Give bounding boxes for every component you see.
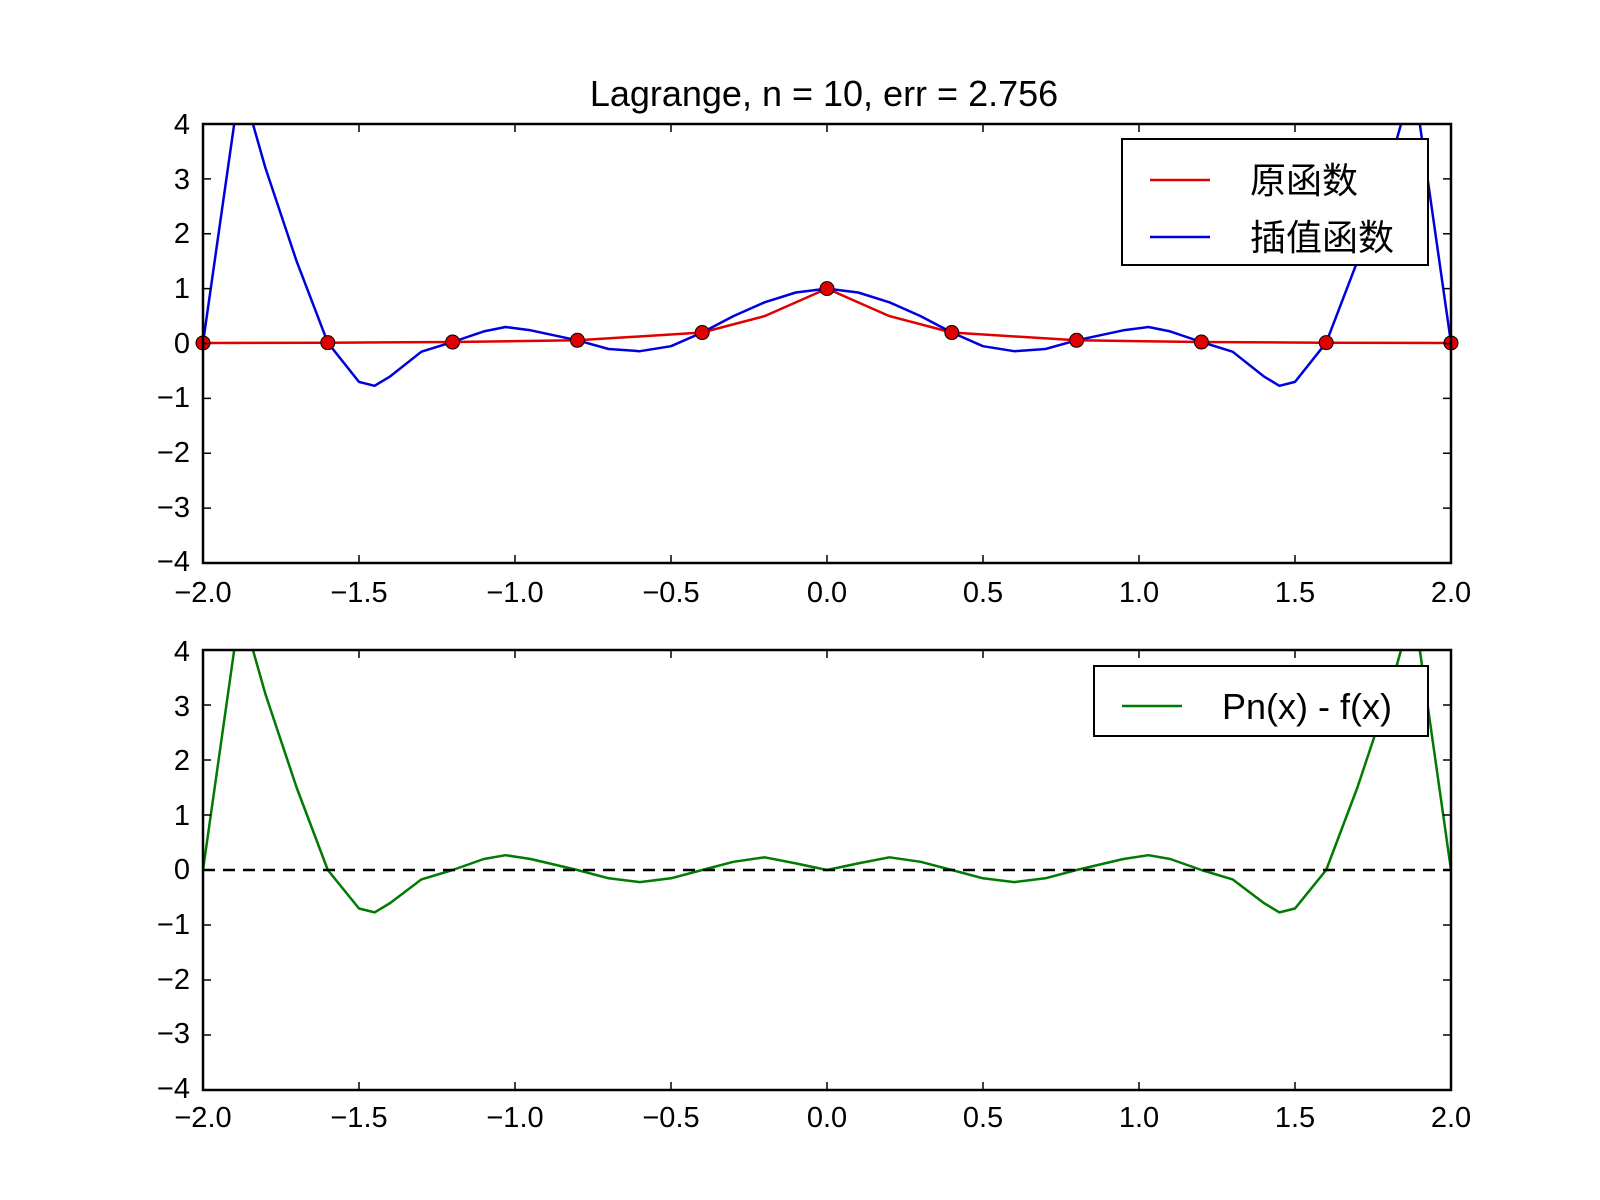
data-point: [320, 335, 336, 351]
xtick-label: −1.0: [486, 1102, 543, 1134]
xtick-label: 1.5: [1275, 1102, 1315, 1134]
ytick-label: 0: [174, 328, 190, 360]
plot-top: Lagrange, n = 10, err = 2.756 −2.0 −1.5 …: [157, 73, 1471, 609]
xtick-label: 0.5: [963, 1102, 1003, 1134]
ytick-label: −1: [157, 909, 190, 941]
legend-label-error: Pn(x) - f(x): [1222, 686, 1392, 727]
ytick-label: 4: [174, 109, 190, 141]
ytick-label: −4: [157, 1073, 190, 1105]
ytick-label: −4: [157, 546, 190, 578]
plot-top-legend: 原函数 插值函数: [1121, 138, 1429, 266]
ytick-label: 3: [174, 691, 190, 723]
ytick-label: 2: [174, 745, 190, 777]
legend-box: [1093, 665, 1429, 737]
ytick-label: 1: [174, 273, 190, 305]
ytick-label: 2: [174, 218, 190, 250]
data-point: [694, 325, 710, 341]
data-point: [1193, 334, 1209, 350]
xtick-label: −2.0: [174, 1102, 231, 1134]
xtick-label: 2.0: [1431, 577, 1471, 609]
data-point: [819, 281, 835, 297]
plot-bottom: −2.0 −1.5 −1.0 −0.5 0.0 0.5 1.0 1.5 2.0 …: [157, 636, 1471, 1134]
data-point: [569, 332, 585, 348]
plot-top-marks: [195, 122, 1459, 565]
xtick-label: 1.0: [1119, 577, 1159, 609]
plot-bottom-legend: Pn(x) - f(x): [1093, 665, 1429, 737]
plot-top-xtick-labels: −2.0 −1.5 −1.0 −0.5 0.0 0.5 1.0 1.5 2.0: [174, 577, 1471, 609]
data-point: [1069, 332, 1085, 348]
xtick-label: 1.5: [1275, 577, 1315, 609]
ytick-label: −2: [157, 964, 190, 996]
plot-bottom-series: [203, 650, 1451, 914]
xtick-label: 0.0: [807, 577, 847, 609]
xtick-label: −0.5: [642, 577, 699, 609]
xtick-label: 1.0: [1119, 1102, 1159, 1134]
xtick-label: 0.0: [807, 1102, 847, 1134]
xtick-label: −1.5: [330, 1102, 387, 1134]
xtick-label: −0.5: [642, 1102, 699, 1134]
plot-top-frame: [201, 122, 1453, 565]
plot-bottom-marks: [201, 648, 1453, 1092]
ytick-label: 1: [174, 800, 190, 832]
ytick-label: −3: [157, 1018, 190, 1050]
xtick-label: 2.0: [1431, 1102, 1471, 1134]
plot-bottom-ticks: [202, 649, 1452, 1091]
ytick-label: 4: [174, 636, 190, 668]
ytick-label: −1: [157, 382, 190, 414]
legend-box: [1121, 138, 1429, 266]
ytick-label: −2: [157, 437, 190, 469]
data-point: [944, 325, 960, 341]
plot-top-ytick-labels: −4 −3 −2 −1 0 1 2 3 4: [157, 109, 190, 578]
xtick-label: −2.0: [174, 577, 231, 609]
ytick-label: 3: [174, 164, 190, 196]
data-point: [1318, 335, 1334, 351]
xtick-label: −1.5: [330, 577, 387, 609]
series-line-0: [203, 287, 1451, 345]
ytick-label: 0: [174, 854, 190, 886]
legend-label-original: 原函数: [1250, 160, 1358, 201]
plot-bottom-ytick-labels: −4 −3 −2 −1 0 1 2 3 4: [157, 636, 190, 1105]
xtick-label: 0.5: [963, 577, 1003, 609]
plot-bottom-xtick-labels: −2.0 −1.5 −1.0 −0.5 0.0 0.5 1.0 1.5 2.0: [174, 1102, 1471, 1134]
plot-top-ticks: [202, 123, 1452, 564]
data-point: [445, 334, 461, 350]
legend-label-interp: 插值函数: [1250, 217, 1394, 258]
ytick-label: −3: [157, 492, 190, 524]
plot-top-title: Lagrange, n = 10, err = 2.756: [590, 73, 1058, 114]
xtick-label: −1.0: [486, 577, 543, 609]
plot-bottom-frame: [201, 648, 1453, 1092]
